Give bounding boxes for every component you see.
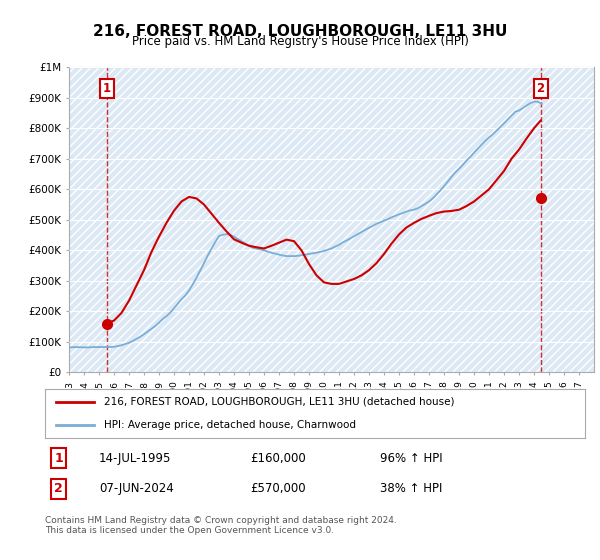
Text: 2: 2 (54, 482, 63, 495)
Text: 1: 1 (54, 451, 63, 465)
Text: Price paid vs. HM Land Registry's House Price Index (HPI): Price paid vs. HM Land Registry's House … (131, 35, 469, 48)
Text: 216, FOREST ROAD, LOUGHBOROUGH, LE11 3HU: 216, FOREST ROAD, LOUGHBOROUGH, LE11 3HU (93, 24, 507, 39)
Text: £160,000: £160,000 (250, 451, 306, 465)
Text: 07-JUN-2024: 07-JUN-2024 (99, 482, 174, 495)
Text: 14-JUL-1995: 14-JUL-1995 (99, 451, 172, 465)
Text: 38% ↑ HPI: 38% ↑ HPI (380, 482, 442, 495)
Text: HPI: Average price, detached house, Charnwood: HPI: Average price, detached house, Char… (104, 419, 356, 430)
Text: 96% ↑ HPI: 96% ↑ HPI (380, 451, 442, 465)
Text: £570,000: £570,000 (250, 482, 306, 495)
Text: Contains HM Land Registry data © Crown copyright and database right 2024.
This d: Contains HM Land Registry data © Crown c… (45, 516, 397, 535)
Text: 2: 2 (536, 82, 545, 95)
Text: 1: 1 (103, 82, 111, 95)
Text: 216, FOREST ROAD, LOUGHBOROUGH, LE11 3HU (detached house): 216, FOREST ROAD, LOUGHBOROUGH, LE11 3HU… (104, 397, 455, 407)
